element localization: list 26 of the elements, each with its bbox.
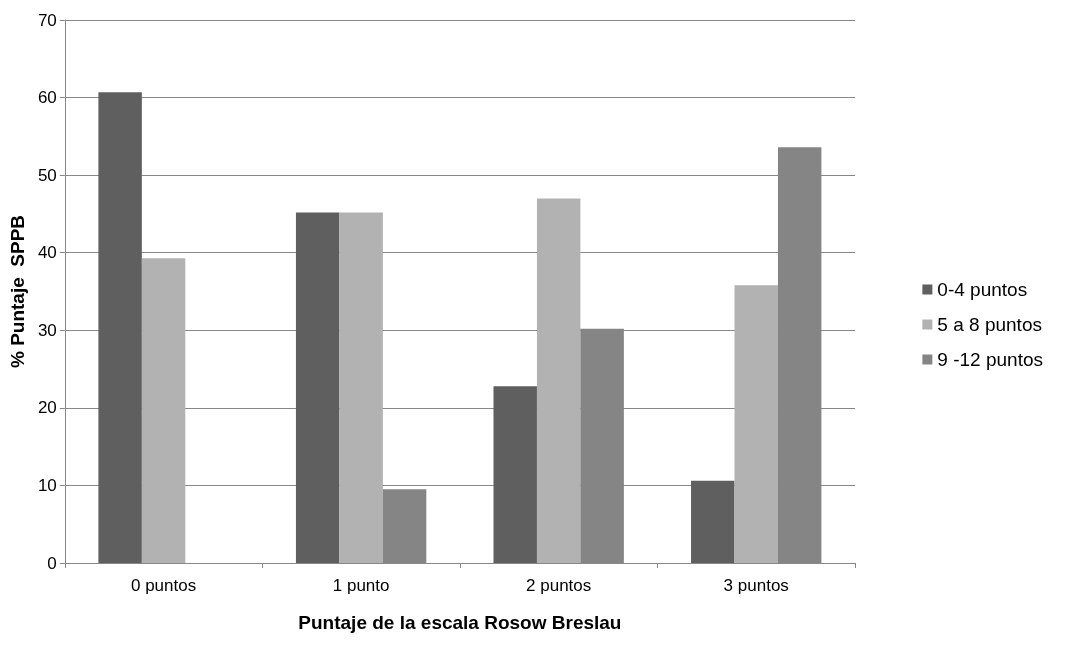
y-tick-label: 20 [37, 398, 57, 418]
legend-label: 0-4 puntos [937, 279, 1028, 300]
bar [734, 285, 778, 563]
bar [493, 386, 537, 563]
x-axis-title: Puntaje de la escala Rosow Breslau [298, 612, 622, 633]
x-tick-label: 3 puntos [723, 576, 789, 595]
x-tick-label: 1 punto [332, 576, 390, 595]
y-tick-label: 60 [37, 88, 57, 108]
x-tick-label: 0 puntos [130, 576, 197, 595]
y-tick-label: 0 [47, 553, 57, 573]
y-tick-label: 50 [37, 165, 57, 185]
bar [98, 92, 142, 563]
y-tick-label: 10 [37, 475, 57, 495]
bar [691, 480, 735, 563]
y-axis-title: % Puntaje SPPB [7, 214, 28, 369]
bar [295, 212, 340, 563]
bar [141, 258, 186, 563]
y-tick-label: 40 [37, 243, 57, 263]
y-tick-label: 30 [37, 320, 57, 340]
bar [382, 489, 427, 563]
bar [536, 198, 581, 563]
y-tick-label: 70 [37, 10, 57, 30]
x-tick-label: 2 puntos [526, 576, 592, 595]
bar [339, 212, 383, 563]
legend-label: 5 a 8 puntos [937, 314, 1042, 335]
legend-label: 9 -12 puntos [937, 349, 1044, 370]
